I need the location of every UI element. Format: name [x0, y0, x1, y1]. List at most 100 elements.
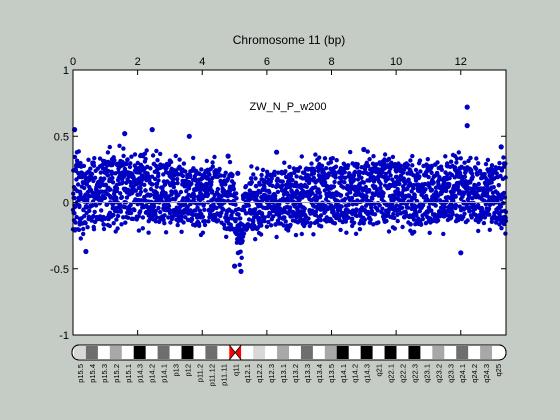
- data-point: [84, 205, 90, 210]
- data-point: [213, 214, 218, 220]
- data-point: [323, 166, 329, 171]
- data-point: [489, 180, 494, 185]
- data-point: [236, 206, 241, 212]
- data-point: [351, 220, 357, 225]
- data-point: [253, 176, 258, 181]
- data-point: [476, 161, 481, 166]
- data-point: [412, 203, 417, 208]
- data-point: [302, 170, 307, 176]
- data-point: [322, 188, 327, 193]
- data-point: [187, 174, 193, 179]
- data-point: [101, 222, 107, 227]
- data-point: [139, 198, 144, 203]
- ideogram-band: [384, 346, 397, 359]
- band-label: q22.2: [398, 364, 407, 383]
- band-label: p14.1: [160, 364, 169, 383]
- data-point: [287, 164, 292, 170]
- data-point: [216, 218, 221, 223]
- x-tick-label: 4: [199, 56, 205, 68]
- outlier-point: [186, 133, 192, 139]
- band-label: q24.3: [482, 364, 491, 383]
- data-point: [383, 171, 388, 177]
- data-point: [221, 207, 226, 212]
- ideogram-band: [324, 346, 338, 359]
- data-point: [105, 150, 111, 155]
- outlier-point: [458, 250, 464, 256]
- data-point: [375, 208, 380, 213]
- data-point: [313, 185, 318, 190]
- data-point: [369, 205, 374, 210]
- data-point: [275, 176, 280, 181]
- data-point: [317, 190, 322, 195]
- data-point: [167, 210, 173, 216]
- data-point: [128, 161, 133, 166]
- ideogram-band: [157, 346, 170, 359]
- data-point: [355, 165, 360, 170]
- data-point: [378, 185, 383, 191]
- outlier-point: [122, 131, 128, 137]
- band-label: q23.3: [446, 364, 455, 383]
- data-point: [410, 153, 415, 159]
- data-point: [202, 219, 208, 224]
- data-point: [76, 227, 82, 232]
- band-label: q12.1: [243, 364, 252, 383]
- data-point: [181, 220, 186, 225]
- data-point: [255, 166, 260, 171]
- data-point: [259, 223, 264, 228]
- band-label: q21: [375, 364, 384, 377]
- data-point: [288, 222, 293, 228]
- data-point: [89, 171, 95, 177]
- data-point: [294, 214, 299, 220]
- data-point: [259, 211, 265, 216]
- data-point: [493, 220, 499, 225]
- data-point: [282, 215, 287, 220]
- data-point: [429, 163, 434, 169]
- data-point: [292, 169, 297, 175]
- data-point: [499, 168, 505, 173]
- data-point: [227, 159, 233, 165]
- data-point: [224, 234, 229, 239]
- x-tick-label: 6: [264, 56, 270, 68]
- data-point: [386, 229, 392, 234]
- data-point: [475, 172, 480, 177]
- data-point: [388, 173, 393, 178]
- band-label: q22.1: [387, 364, 396, 383]
- data-point: [469, 168, 474, 173]
- data-point: [450, 212, 455, 217]
- data-point: [148, 192, 153, 198]
- data-point: [81, 226, 86, 232]
- data-point: [183, 215, 188, 220]
- data-point: [408, 158, 413, 163]
- data-point: [266, 219, 271, 225]
- data-point: [78, 160, 83, 166]
- data-point: [223, 170, 228, 175]
- data-point: [498, 173, 503, 179]
- data-point: [111, 155, 116, 160]
- data-point: [191, 212, 196, 218]
- data-point: [473, 166, 479, 171]
- data-point: [110, 175, 115, 181]
- data-point: [342, 196, 348, 202]
- data-point: [108, 187, 113, 192]
- data-point: [351, 177, 357, 182]
- data-point: [294, 174, 299, 179]
- data-point: [89, 203, 95, 208]
- data-point: [197, 223, 202, 228]
- band-label: q13.5: [327, 364, 336, 383]
- data-point: [227, 227, 233, 232]
- data-point: [310, 191, 315, 196]
- data-point: [318, 218, 323, 223]
- data-point: [283, 219, 288, 224]
- data-point: [241, 231, 247, 236]
- data-point: [348, 172, 353, 178]
- data-point: [189, 181, 194, 186]
- data-point: [142, 182, 147, 187]
- data-point: [465, 218, 470, 223]
- data-point: [429, 170, 434, 175]
- data-point: [234, 191, 239, 196]
- data-point: [105, 173, 111, 178]
- data-point: [150, 153, 156, 158]
- data-point: [257, 182, 263, 187]
- data-point: [206, 219, 211, 224]
- data-point: [395, 212, 400, 217]
